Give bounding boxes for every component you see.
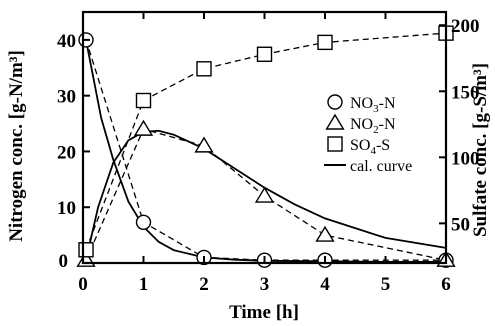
legend-item: cal. curve — [324, 158, 412, 175]
x-tick-label: 0 — [78, 274, 88, 295]
legend-item: NO3-N — [327, 94, 396, 115]
ticks-layer — [82, 12, 447, 263]
y-right-axis-title: Sulfate conc. [g-S/m³] — [470, 63, 491, 237]
legend-label: SO4-S — [350, 137, 390, 157]
point-no2-n — [133, 119, 154, 136]
point-so4-s — [135, 92, 152, 109]
tick-labels-layer: 0 1 2 3 4 5 6 10 20 30 40 0 50 100 150 200 — [57, 16, 480, 295]
point-no3-n — [135, 214, 152, 230]
x-tick-label: 5 — [381, 274, 391, 295]
point-so4-s — [256, 46, 273, 62]
y-left-axis-title: Nitrogen conc. [g-N/m³] — [6, 50, 27, 242]
y-left-tick-label: 30 — [57, 87, 76, 108]
legend-marker-circle — [327, 94, 343, 110]
legend-item: NO2-N — [325, 113, 396, 136]
series-line-no3-n — [85, 39, 446, 261]
y-left-tick-label: 20 — [57, 142, 76, 163]
point-so4-s — [78, 242, 94, 258]
legend-marker-triangle — [325, 113, 345, 130]
x-tick-label: 1 — [139, 274, 149, 295]
legend-marker-square — [327, 136, 343, 152]
y-right-tick-label: 50 — [451, 214, 470, 235]
series-line-so4-s — [85, 32, 447, 251]
x-axis-title: Time [h] — [229, 302, 299, 323]
point-so4-s — [196, 61, 212, 77]
x-tick-label: 4 — [320, 274, 330, 295]
y-left-tick-label: 10 — [57, 198, 76, 219]
y-right-tick-label: 100 — [451, 148, 480, 169]
series-line-no2-n — [85, 128, 447, 261]
point-so4-s — [317, 34, 333, 51]
legend-box — [325, 92, 437, 192]
x-tick-label: 2 — [199, 274, 209, 295]
y-right-tick-label: 150 — [451, 82, 480, 103]
y-right-tick-label: 200 — [451, 16, 480, 37]
point-no2-n — [254, 186, 275, 203]
legend-item: SO4-S — [327, 136, 390, 157]
legend-label: NO3-N — [350, 95, 396, 115]
point-no2-n — [315, 225, 335, 242]
y-left-tick-label: 0 — [59, 251, 69, 272]
legend-label: cal. curve — [350, 158, 412, 175]
y-left-tick-label: 40 — [57, 31, 76, 52]
point-no2-n — [194, 136, 214, 153]
x-tick-label: 6 — [441, 274, 451, 295]
legend-label: NO2-N — [350, 116, 396, 136]
x-tick-label: 3 — [260, 274, 270, 295]
